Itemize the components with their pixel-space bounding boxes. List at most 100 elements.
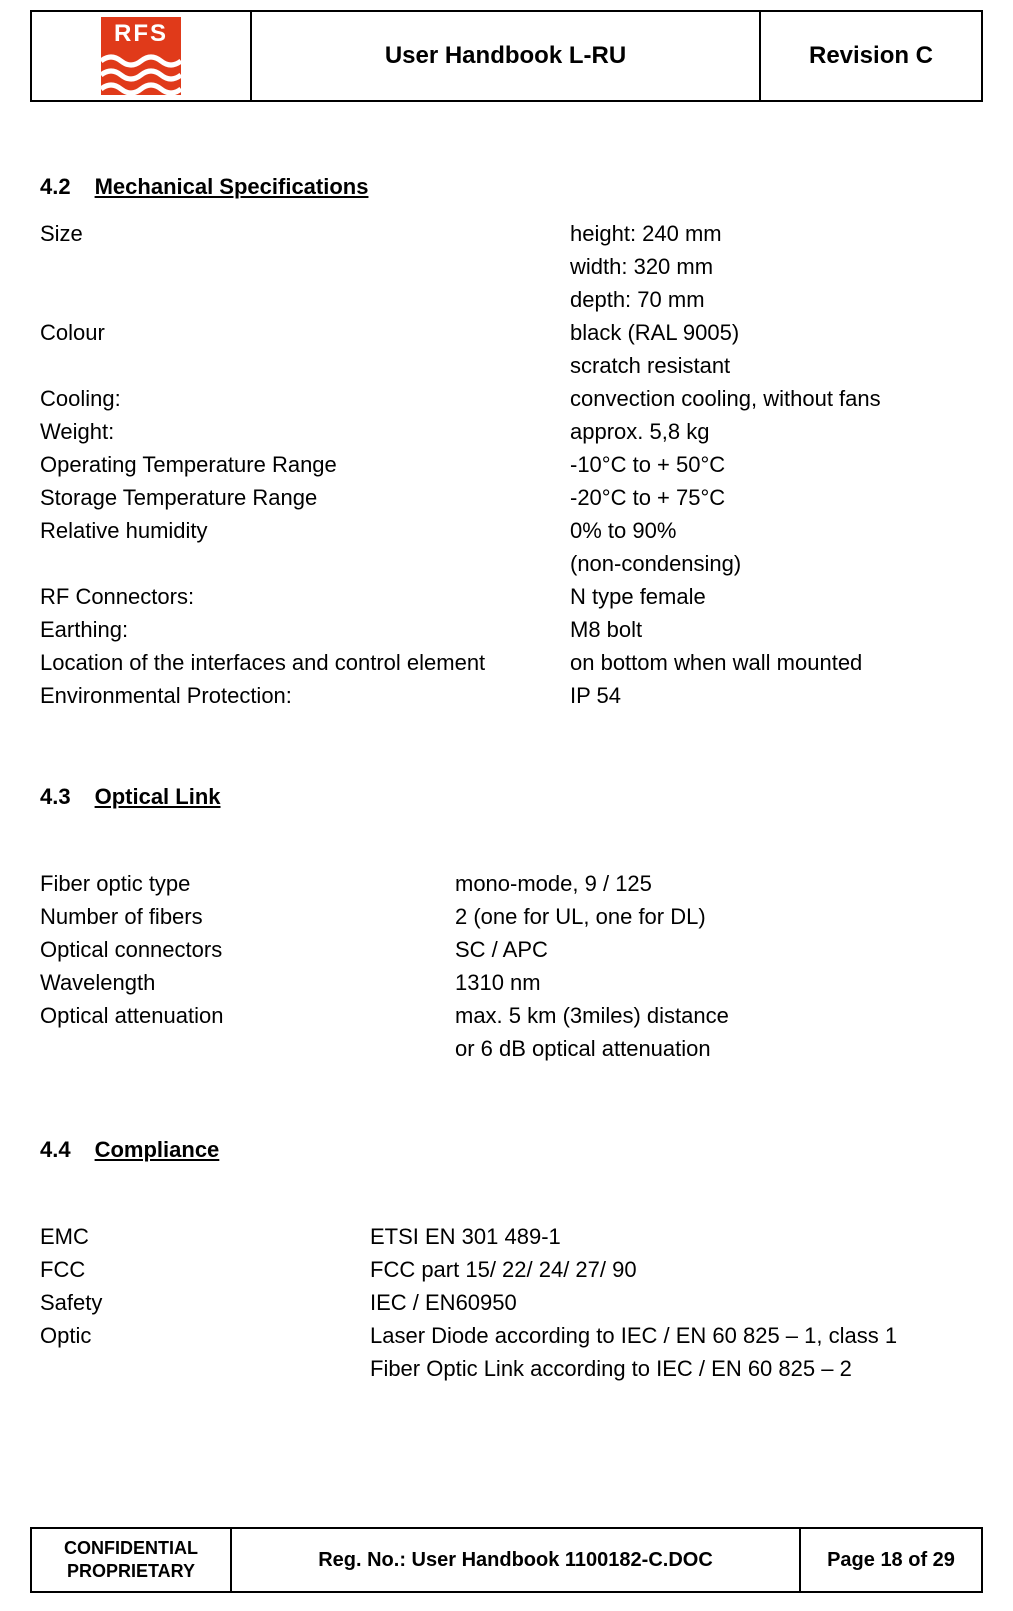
spec-label: Number of fibers xyxy=(40,900,455,933)
spec-value: scratch resistant xyxy=(570,349,730,382)
footer-confidential-line2: PROPRIETARY xyxy=(67,1560,195,1583)
spec-row: Number of fibers2 (one for UL, one for D… xyxy=(40,900,973,933)
spec-label: RF Connectors: xyxy=(40,580,570,613)
spec-value: N type female xyxy=(570,580,706,613)
spec-value: depth: 70 mm xyxy=(570,283,705,316)
spec-label: Environmental Protection: xyxy=(40,679,570,712)
spec-value: 2 (one for UL, one for DL) xyxy=(455,900,706,933)
spec-row: Earthing:M8 bolt xyxy=(40,613,973,646)
spec-row: SafetyIEC / EN60950 xyxy=(40,1286,973,1319)
logo-text: RFS xyxy=(101,17,181,51)
section-number: 4.3 xyxy=(40,780,71,813)
spec-value: M8 bolt xyxy=(570,613,642,646)
rfs-logo-icon: RFS xyxy=(101,17,181,95)
spec-row: Location of the interfaces and control e… xyxy=(40,646,973,679)
spec-label: EMC xyxy=(40,1220,370,1253)
footer-page: Page 18 of 29 xyxy=(801,1529,981,1591)
spec-value: 0% to 90% xyxy=(570,514,676,547)
spec-value: IEC / EN60950 xyxy=(370,1286,517,1319)
spec-label: Weight: xyxy=(40,415,570,448)
spec-row: Optical connectorsSC / APC xyxy=(40,933,973,966)
logo-waves-icon xyxy=(101,51,181,95)
section-heading-mech: 4.2 Mechanical Specifications xyxy=(40,170,973,203)
spec-label: Colour xyxy=(40,316,570,349)
spec-row: Wavelength1310 nm xyxy=(40,966,973,999)
footer-confidential-line1: CONFIDENTIAL xyxy=(64,1537,198,1560)
spec-value: approx. 5,8 kg xyxy=(570,415,709,448)
spec-row: EMCETSI EN 301 489-1 xyxy=(40,1220,973,1253)
spec-label: Earthing: xyxy=(40,613,570,646)
section-heading-optical: 4.3 Optical Link xyxy=(40,780,973,813)
spec-label: Cooling: xyxy=(40,382,570,415)
spec-row: RF Connectors:N type female xyxy=(40,580,973,613)
spec-label: Operating Temperature Range xyxy=(40,448,570,481)
section-number: 4.2 xyxy=(40,170,71,203)
optical-spec-table: Fiber optic typemono-mode, 9 / 125 Numbe… xyxy=(40,867,973,1065)
spec-row: Sizeheight: 240 mm xyxy=(40,217,973,250)
spec-row: Weight:approx. 5,8 kg xyxy=(40,415,973,448)
spec-row: OpticLaser Diode according to IEC / EN 6… xyxy=(40,1319,973,1352)
compliance-spec-table: EMCETSI EN 301 489-1 FCCFCC part 15/ 22/… xyxy=(40,1220,973,1385)
spec-row: (non-condensing) xyxy=(40,547,973,580)
spec-label xyxy=(40,1352,370,1385)
logo-cell: RFS xyxy=(32,12,252,100)
spec-value: (non-condensing) xyxy=(570,547,741,580)
page: RFS User Handbook L-RU Revision C 4.2 Mec… xyxy=(0,10,1013,1611)
spec-row: FCCFCC part 15/ 22/ 24/ 27/ 90 xyxy=(40,1253,973,1286)
spec-value: height: 240 mm xyxy=(570,217,722,250)
mech-spec-table: Sizeheight: 240 mm width: 320 mm depth: … xyxy=(40,217,973,712)
spec-label: FCC xyxy=(40,1253,370,1286)
spec-value: -10°C to + 50°C xyxy=(570,448,725,481)
spec-row: Colourblack (RAL 9005) xyxy=(40,316,973,349)
section-heading-compliance: 4.4 Compliance xyxy=(40,1133,973,1166)
spec-label xyxy=(40,283,570,316)
spec-value: max. 5 km (3miles) distance xyxy=(455,999,729,1032)
spec-value: SC / APC xyxy=(455,933,548,966)
page-content: 4.2 Mechanical Specifications Sizeheight:… xyxy=(30,102,983,1385)
spec-label xyxy=(40,1032,455,1065)
spec-label: Size xyxy=(40,217,570,250)
spec-value: or 6 dB optical attenuation xyxy=(455,1032,711,1065)
spec-value: Laser Diode according to IEC / EN 60 825… xyxy=(370,1319,897,1352)
spec-label: Storage Temperature Range xyxy=(40,481,570,514)
spec-value: FCC part 15/ 22/ 24/ 27/ 90 xyxy=(370,1253,637,1286)
page-header: RFS User Handbook L-RU Revision C xyxy=(30,10,983,102)
spec-value: Fiber Optic Link according to IEC / EN 6… xyxy=(370,1352,852,1385)
spec-label: Safety xyxy=(40,1286,370,1319)
spec-value: 1310 nm xyxy=(455,966,541,999)
spec-row: Environmental Protection:IP 54 xyxy=(40,679,973,712)
spec-value: -20°C to + 75°C xyxy=(570,481,725,514)
spec-value: convection cooling, without fans xyxy=(570,382,881,415)
spec-value: mono-mode, 9 / 125 xyxy=(455,867,652,900)
section-title: Optical Link xyxy=(95,784,221,809)
spec-label xyxy=(40,349,570,382)
spec-value: ETSI EN 301 489-1 xyxy=(370,1220,561,1253)
spec-value: black (RAL 9005) xyxy=(570,316,739,349)
spec-row: depth: 70 mm xyxy=(40,283,973,316)
section-number: 4.4 xyxy=(40,1133,71,1166)
spec-row: Relative humidity0% to 90% xyxy=(40,514,973,547)
spec-label: Relative humidity xyxy=(40,514,570,547)
spec-row: Fiber Optic Link according to IEC / EN 6… xyxy=(40,1352,973,1385)
spec-row: or 6 dB optical attenuation xyxy=(40,1032,973,1065)
spec-label: Location of the interfaces and control e… xyxy=(40,646,570,679)
spec-row: Operating Temperature Range-10°C to + 50… xyxy=(40,448,973,481)
spec-value: width: 320 mm xyxy=(570,250,713,283)
footer-confidential: CONFIDENTIAL PROPRIETARY xyxy=(32,1529,232,1591)
doc-title: User Handbook L-RU xyxy=(252,12,761,100)
spec-label: Fiber optic type xyxy=(40,867,455,900)
spec-label: Optic xyxy=(40,1319,370,1352)
spec-row: Optical attenuationmax. 5 km (3miles) di… xyxy=(40,999,973,1032)
spec-row: Fiber optic typemono-mode, 9 / 125 xyxy=(40,867,973,900)
spec-label: Optical connectors xyxy=(40,933,455,966)
page-footer: CONFIDENTIAL PROPRIETARY Reg. No.: User … xyxy=(30,1527,983,1593)
spec-label: Wavelength xyxy=(40,966,455,999)
spec-row: width: 320 mm xyxy=(40,250,973,283)
section-title: Mechanical Specifications xyxy=(95,174,369,199)
spec-value: on bottom when wall mounted xyxy=(570,646,862,679)
footer-regno: Reg. No.: User Handbook 1100182-C.DOC xyxy=(232,1529,801,1591)
spec-row: scratch resistant xyxy=(40,349,973,382)
spec-label xyxy=(40,547,570,580)
section-title: Compliance xyxy=(95,1137,220,1162)
spec-row: Cooling:convection cooling, without fans xyxy=(40,382,973,415)
